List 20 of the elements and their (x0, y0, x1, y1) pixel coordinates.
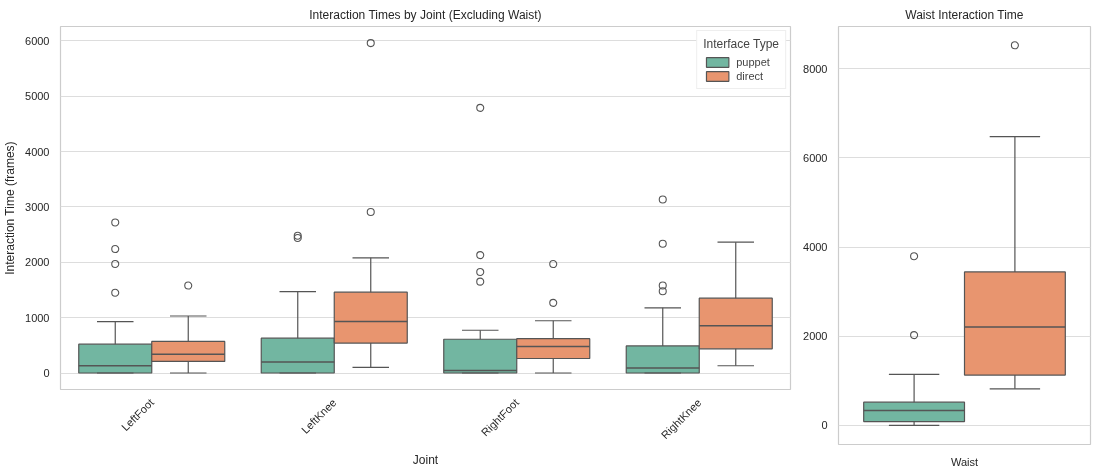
y-tick-label: 2000 (803, 330, 828, 343)
y-tick-label: 2000 (25, 256, 50, 269)
chart-title: Interaction Times by Joint (Excluding Waist) (309, 7, 542, 22)
y-tick-label: 6000 (25, 34, 50, 47)
y-axis-title: Interaction Time (frames) (3, 141, 18, 275)
legend-label: puppet (736, 56, 770, 68)
y-tick-label: 6000 (803, 151, 828, 164)
legend-label: direct (736, 70, 764, 82)
y-tick-label: 4000 (25, 145, 50, 158)
legend-title: Interface Type (703, 37, 779, 51)
y-tick-label: 5000 (25, 90, 50, 103)
y-tick-label: 0 (43, 367, 50, 380)
chart-title: Waist Interaction Time (905, 7, 1024, 22)
y-tick-label: 4000 (803, 241, 828, 254)
x-tick-label: Waist (950, 455, 979, 468)
y-tick-label: 0 (821, 419, 828, 432)
y-tick-label: 1000 (25, 311, 50, 324)
x-axis-title: Joint (412, 453, 439, 468)
y-tick-label: 8000 (803, 62, 828, 75)
y-tick-label: 3000 (25, 200, 50, 213)
